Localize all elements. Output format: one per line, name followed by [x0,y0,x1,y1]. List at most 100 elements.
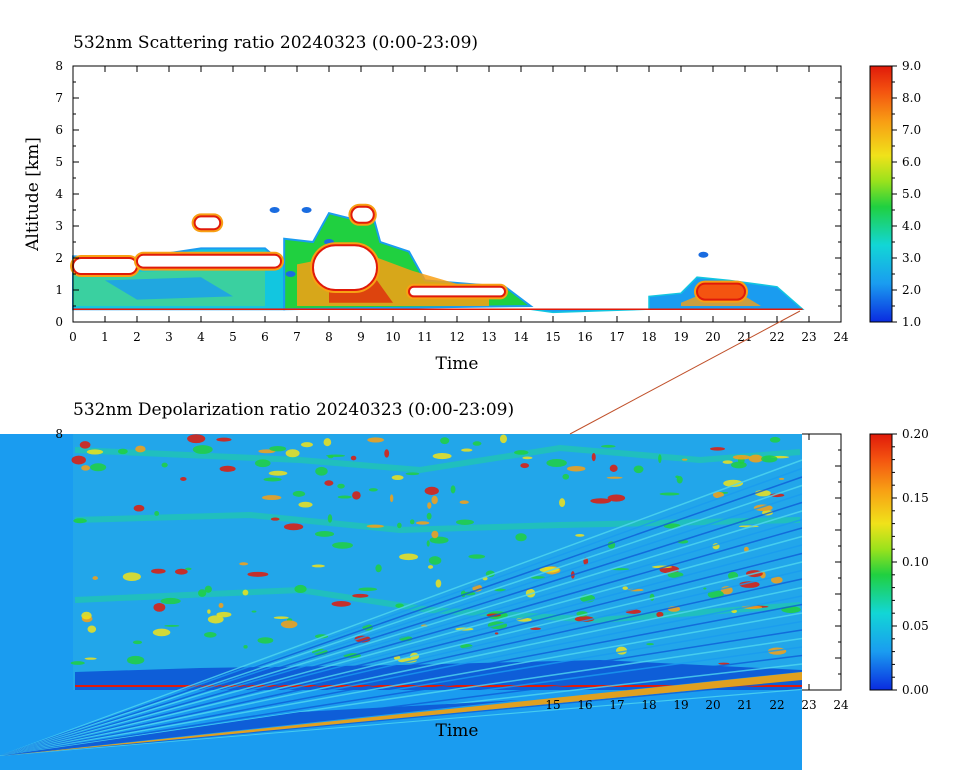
depol-feature [239,562,249,566]
depol-feature [770,576,783,584]
depol-feature [218,602,224,609]
depol-band [74,511,801,534]
depol-feature [122,572,141,582]
x-tick-label: 23 [801,698,816,712]
depol-feature [739,581,760,588]
depol-feature [350,455,357,461]
depol-feature [154,511,160,516]
depol-feature [609,464,618,473]
x-axis-label: Time [436,354,479,374]
y-tick-label: 2 [55,251,63,265]
artifact-ray [0,510,803,757]
cloud-blob [301,207,312,213]
colorbar-tick-label: 0.10 [902,555,929,569]
cloud-blob [269,207,280,213]
depolarization-plot-area [0,433,842,770]
scattering-ratio-panel: 532nm Scattering ratio 20240323 (0:00-23… [23,33,921,374]
x-tick-label: 9 [357,330,365,344]
depol-feature [90,463,107,472]
depol-feature [761,455,778,463]
depol-feature [520,463,529,469]
cloud-layer [696,282,746,301]
colorbar-tick-label: 1.0 [902,315,921,329]
x-tick-label: 2 [133,330,141,344]
x-tick-label: 8 [325,330,333,344]
depol-feature [384,449,390,458]
depol-feature [703,587,707,590]
depol-feature [311,564,325,568]
depol-feature [337,483,345,489]
x-tick-label: 19 [673,330,688,344]
y-tick-label: 6 [55,123,63,137]
cloud-blob [285,271,296,277]
depol-feature [164,624,180,627]
x-tick-label: 20 [705,698,720,712]
depol-feature [456,519,474,525]
x-tick-label: 15 [545,698,560,712]
depol-feature [207,615,224,624]
depol-feature [133,504,145,512]
x-tick-label: 23 [801,330,816,344]
depol-feature [514,450,529,455]
x-tick-label: 24 [833,698,849,712]
depol-feature [324,480,334,486]
artifact-ray [0,527,803,757]
depolarization-ratio-panel: 532nm Depolarization ratio 20240323 (0:0… [0,400,929,770]
colorbar-tick-label: 5.0 [902,187,921,201]
depol-feature [300,442,313,448]
depol-feature [73,518,87,524]
depol-feature [323,438,332,447]
depol-feature [389,494,394,503]
depol-band [74,586,801,624]
x-tick-label: 0 [69,330,77,344]
artifact-ray [0,535,803,757]
y-tick-label: 8 [55,427,63,441]
depol-feature [207,609,211,614]
x-tick-label: 15 [545,330,560,344]
depol-feature [257,637,274,644]
depol-feature [180,477,187,481]
y-tick-label: 7 [55,91,63,105]
depol-feature [175,568,188,575]
x-tick-label: 21 [737,698,752,712]
depol-feature [332,542,353,549]
depol-feature [722,460,733,464]
depol-feature [366,524,384,528]
depol-feature [204,585,212,593]
depol-feature [712,491,725,499]
depol-feature [601,444,616,448]
depol-feature [429,536,449,544]
artifact-ray [0,459,803,757]
depol-feature [622,586,628,590]
x-tick-label: 18 [641,330,656,344]
cloud-layer [72,257,138,275]
colorbar [869,433,893,691]
depol-feature [656,611,664,618]
chart-title: 532nm Scattering ratio 20240323 (0:00-23… [73,33,478,53]
x-tick-label: 18 [641,698,656,712]
depol-feature [566,465,586,472]
no-data-area [802,434,841,690]
colorbar-ticks: 1.0 2.0 3.0 4.0 5.0 6.0 7.0 8.0 9.0 [892,59,921,329]
depol-feature [710,447,726,451]
colorbar-tick-label: 3.0 [902,251,921,265]
depol-feature [748,454,764,463]
x-tick-label: 11 [417,330,432,344]
depol-feature [539,566,560,573]
depol-feature [358,587,378,591]
depol-feature [395,603,404,608]
cloud-layer [193,215,222,231]
depol-feature [160,597,181,605]
cloud-layer [312,244,378,291]
colorbar-ticks: 0.00 0.05 0.10 0.15 0.20 [892,427,929,697]
depol-feature [262,495,282,501]
cloud-layer [408,285,506,298]
depol-feature [280,620,298,629]
artifact-ray [0,603,803,757]
x-tick-label: 12 [449,330,464,344]
depol-feature [515,533,527,542]
depol-feature [314,530,335,537]
chart-title: 532nm Depolarization ratio 20240323 (0:0… [73,400,514,420]
depol-feature [285,449,300,458]
